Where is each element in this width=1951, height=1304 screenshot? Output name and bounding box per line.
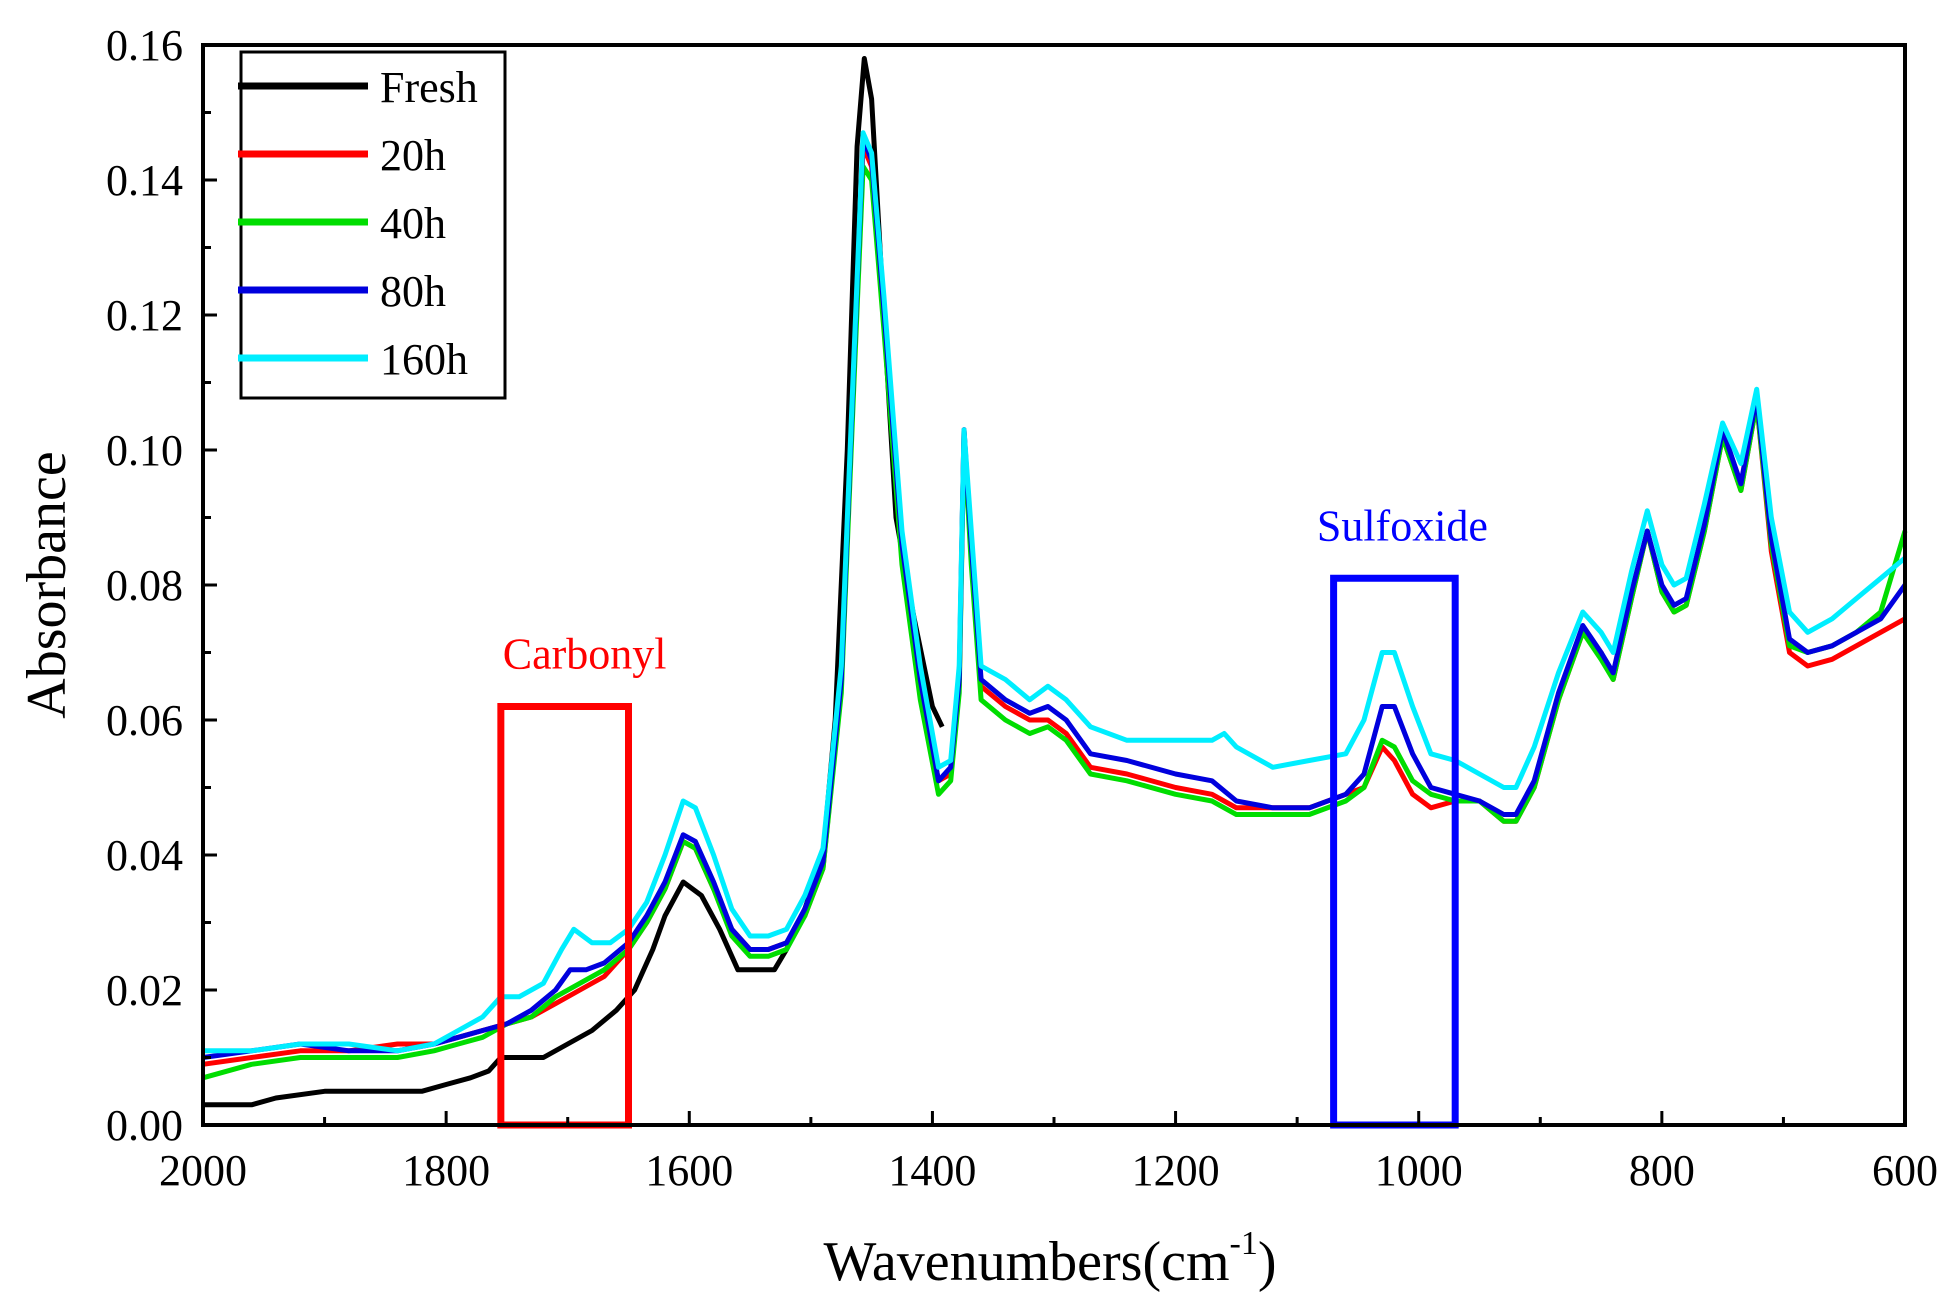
legend-label-40h: 40h [380,199,446,248]
legend-label-80h: 80h [380,267,446,316]
x-axis-title-close: ) [1258,1231,1277,1293]
legend-label-20h: 20h [380,131,446,180]
x-tick-label: 1800 [402,1146,490,1195]
y-tick-label: 0.02 [106,966,183,1015]
tick-layer: 2000 1800 1600 1400 1200 1000 800 600 0.00 0.02 0.… [106,21,1938,1195]
annotation-label-carbonyl: Carbonyl [503,630,667,679]
x-axis-title-main: Wavenumbers(cm [824,1231,1230,1293]
y-tick-label: 0.08 [106,561,183,610]
x-axis-title-sup: -1 [1230,1225,1258,1262]
y-tick-label: 0.04 [106,831,183,880]
x-tick-label: 1000 [1375,1146,1463,1195]
x-tick-label: 1200 [1132,1146,1220,1195]
y-tick-label: 0.06 [106,696,183,745]
y-axis-title: Absorbance [16,451,78,718]
y-tick-label: 0.10 [106,426,183,475]
x-tick-label: 1600 [645,1146,733,1195]
x-tick-label: 1400 [888,1146,976,1195]
series-line-fresh [203,56,945,1108]
series-line-80h [202,137,1908,1060]
legend-label-160h: 160h [380,335,468,384]
y-tick-label: 0.00 [106,1101,183,1150]
y-tick-label: 0.14 [106,156,183,205]
legend: Fresh 20h 40h 80h 160h [238,50,507,400]
y-tick-label: 0.16 [106,21,183,70]
legend-label-fresh: Fresh [380,63,478,112]
annotation-box-carbonyl [497,703,633,1129]
x-tick-label: 600 [1872,1146,1938,1195]
y-tick-label: 0.12 [106,291,183,340]
x-tick-label: 2000 [159,1146,247,1195]
annotation-layer: Carbonyl Sulfoxide [497,501,1488,1129]
x-axis-title: Wavenumbers(cm-1) [824,1225,1277,1293]
annotation-label-sulfoxide: Sulfoxide [1317,501,1488,550]
series-line-160h [203,130,1907,1054]
x-tick-label: 800 [1629,1146,1695,1195]
